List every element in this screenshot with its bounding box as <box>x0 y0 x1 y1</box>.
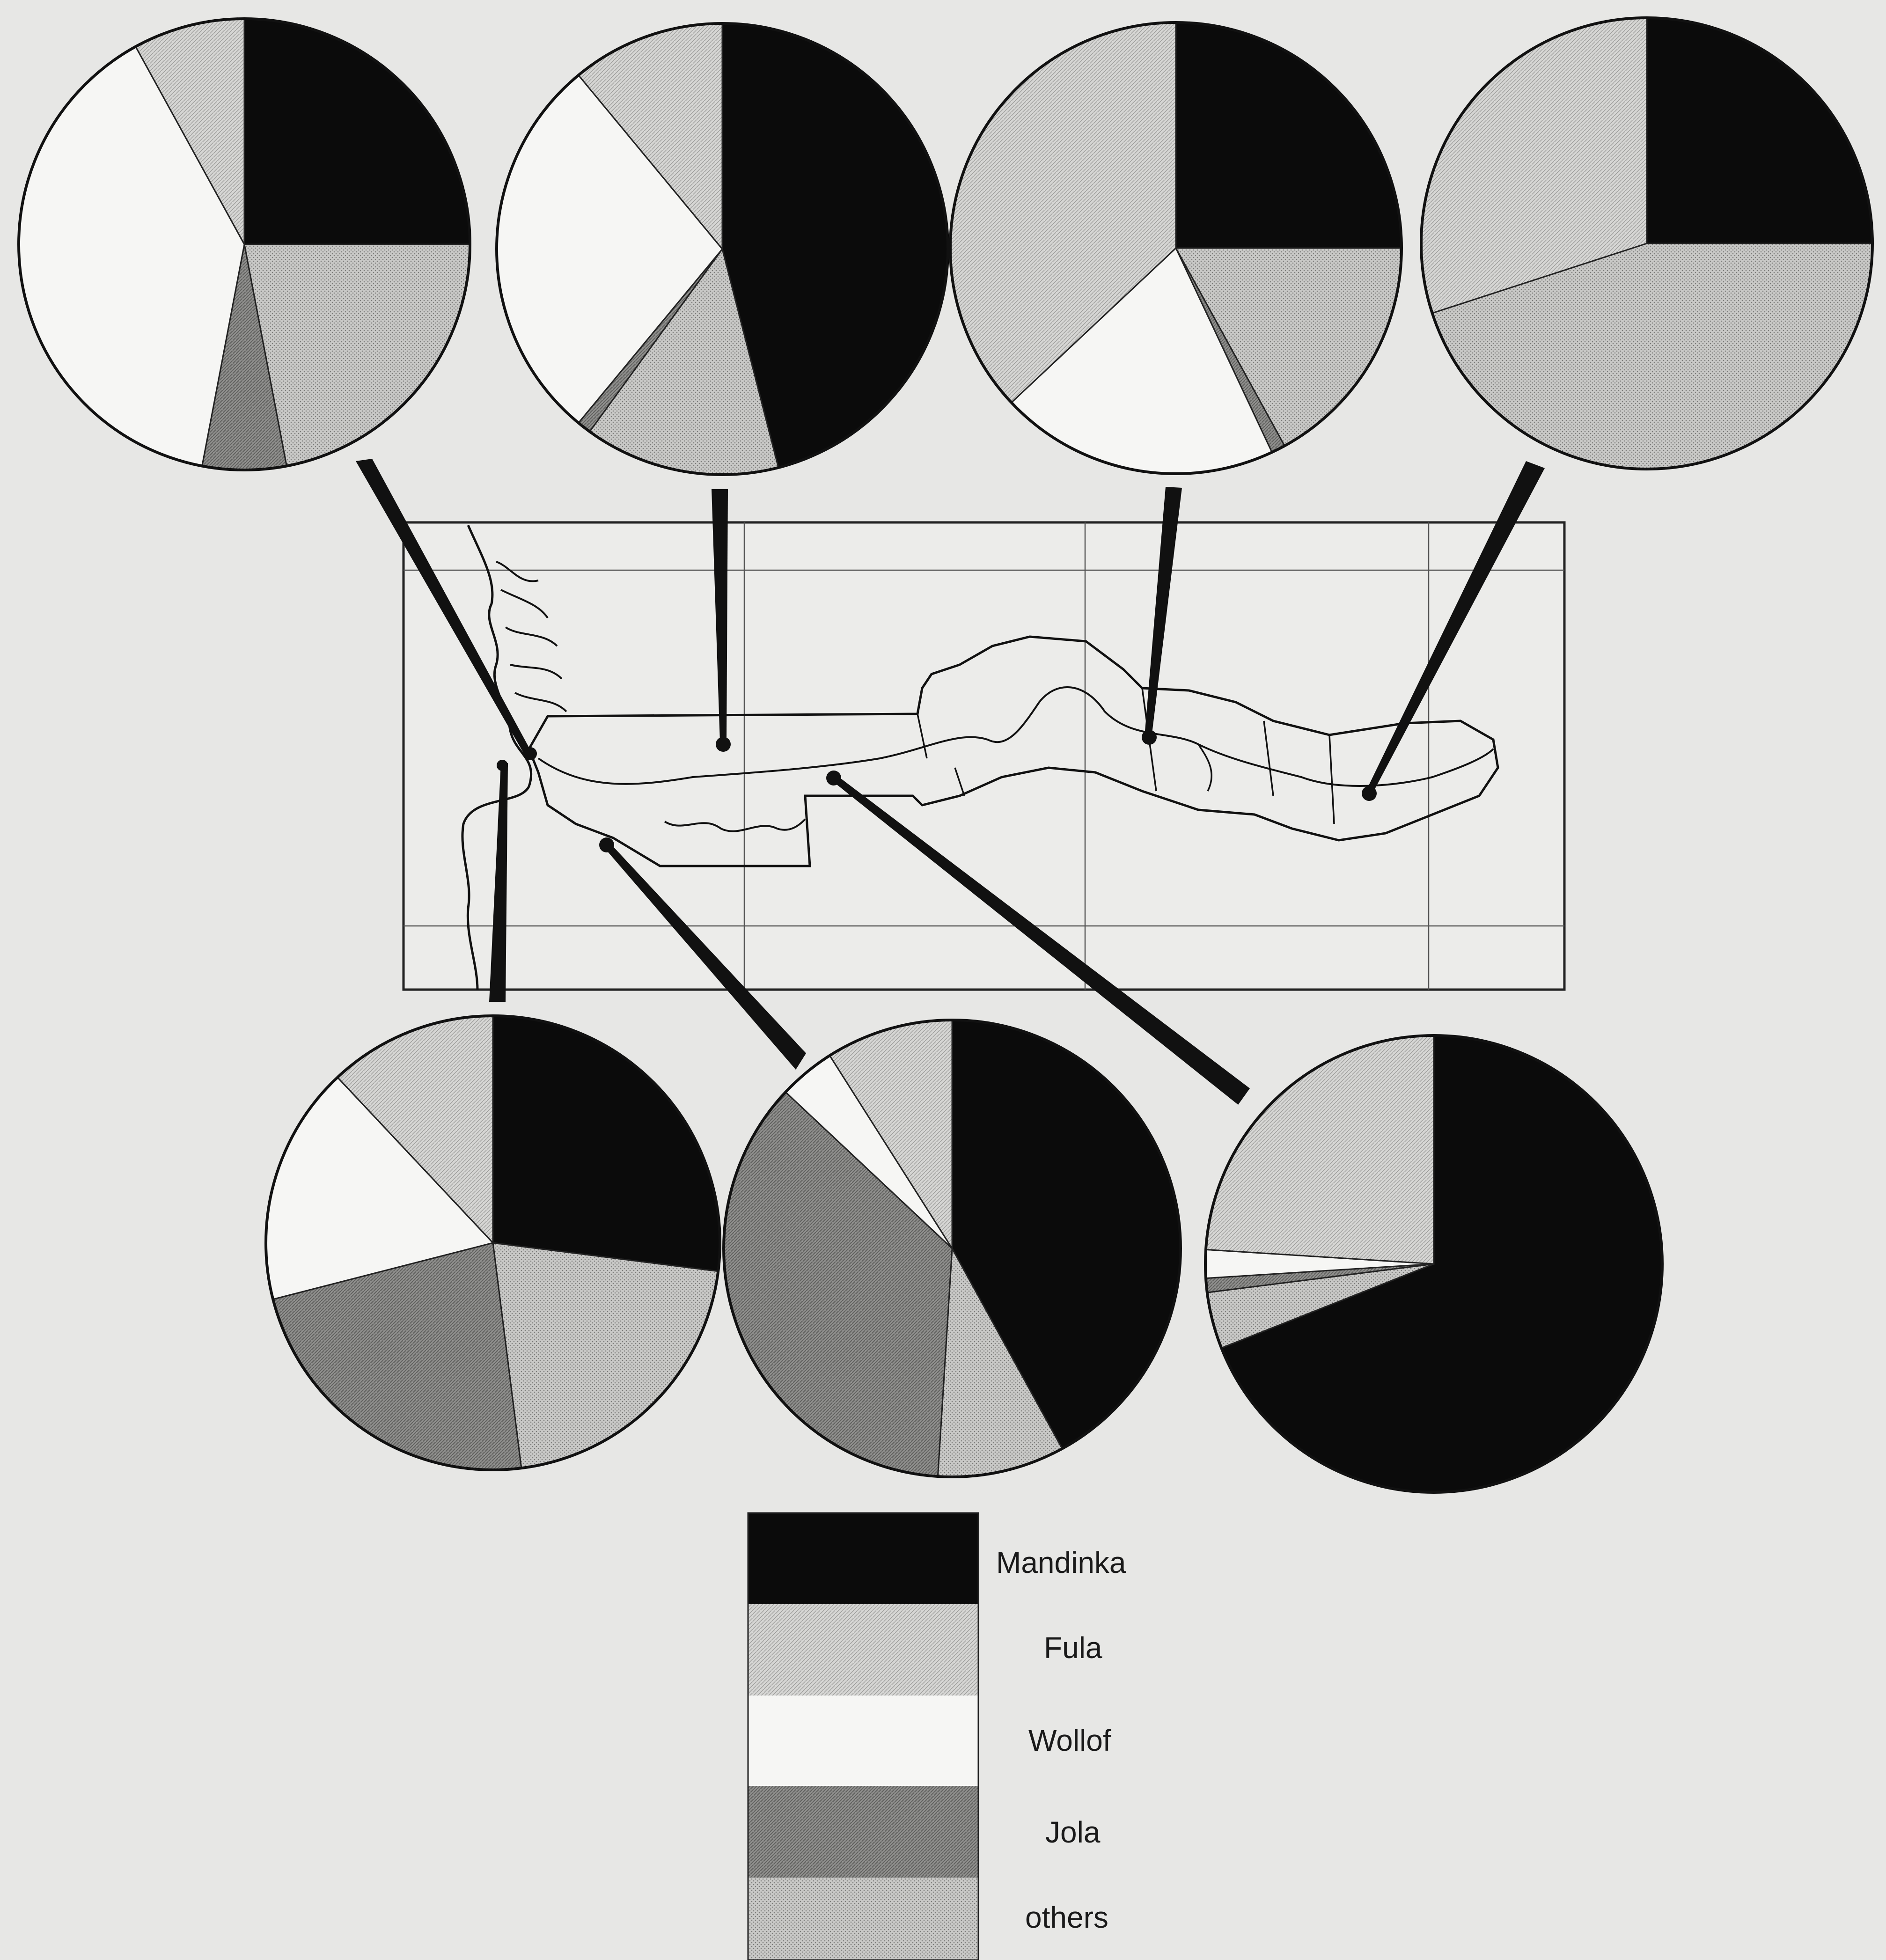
pie-top-2-outline <box>495 22 949 476</box>
legend-swatch-wollof <box>748 1696 978 1786</box>
pie-top-3-slice-mandinka <box>1175 22 1402 249</box>
legend-swatch-fula <box>748 1604 978 1696</box>
pie-bottom-1-outline <box>264 1014 721 1471</box>
pie-bottom-1-slice-others <box>492 1242 719 1469</box>
pie-bottom-2 <box>722 1019 1182 1478</box>
pie-top-1-slice-mandinka <box>243 18 471 245</box>
pie-top-4-outline <box>1420 16 1874 470</box>
site-marker-bottom-1 <box>497 760 508 771</box>
leader-top-2 <box>712 489 728 742</box>
pie-charts <box>17 16 1874 1494</box>
legend-label-fula: Fula <box>1044 1631 1102 1665</box>
legend-label-others: others <box>1025 1901 1108 1934</box>
pie-bottom-1-slice-mandinka <box>492 1015 721 1272</box>
coastline <box>461 524 533 990</box>
gambia-border <box>528 635 1499 867</box>
pie-top-4-slice-mandinka <box>1646 17 1873 244</box>
river <box>537 686 1494 787</box>
pie-top-1-outline <box>17 17 471 471</box>
legend-label-wollof: Wollof <box>1028 1724 1111 1757</box>
map <box>402 521 1566 991</box>
leader-bottom-3 <box>831 775 1250 1105</box>
pie-top-1 <box>17 17 471 471</box>
site-marker-bottom-2 <box>599 837 614 852</box>
site-marker-top-4 <box>1362 786 1377 801</box>
site-marker-top-1 <box>524 747 537 760</box>
legend-label-mandinka: Mandinka <box>996 1546 1126 1579</box>
leader-top-1 <box>356 459 534 758</box>
pie-bottom-2-outline <box>722 1019 1182 1478</box>
pie-bottom-3-outline <box>1204 1034 1664 1494</box>
leader-top-3 <box>1145 487 1182 737</box>
delta-inlets <box>496 561 567 712</box>
map-graticule <box>404 522 1564 990</box>
leader-top-4 <box>1366 461 1545 793</box>
site-marker-top-3 <box>1142 730 1157 745</box>
leader-bottom-2 <box>604 843 806 1070</box>
legend-border <box>747 1512 979 1960</box>
pie-bottom-1 <box>264 1014 721 1471</box>
leader-bottom-1 <box>489 763 508 1002</box>
site-marker-bottom-3 <box>826 771 841 785</box>
map-frame <box>402 521 1566 991</box>
legend-swatch-jola <box>748 1786 978 1878</box>
pie-bottom-3 <box>1204 1034 1664 1494</box>
legend-swatch-mandinka <box>748 1513 978 1604</box>
pie-top-4 <box>1420 16 1874 470</box>
pie-bottom-3-slice-fula <box>1205 1035 1435 1265</box>
south-boundary-wiggle <box>664 818 806 832</box>
pie-top-3 <box>949 21 1403 475</box>
site-marker-top-2 <box>716 737 731 752</box>
pie-top-3-outline <box>949 21 1403 475</box>
leader-lines <box>356 459 1545 1105</box>
legend: Mandinka Fula Wollof Jola others <box>747 1512 1126 1960</box>
legend-swatch-others <box>748 1878 978 1960</box>
pie-top-2 <box>495 22 949 476</box>
legend-label-jola: Jola <box>1045 1815 1101 1849</box>
